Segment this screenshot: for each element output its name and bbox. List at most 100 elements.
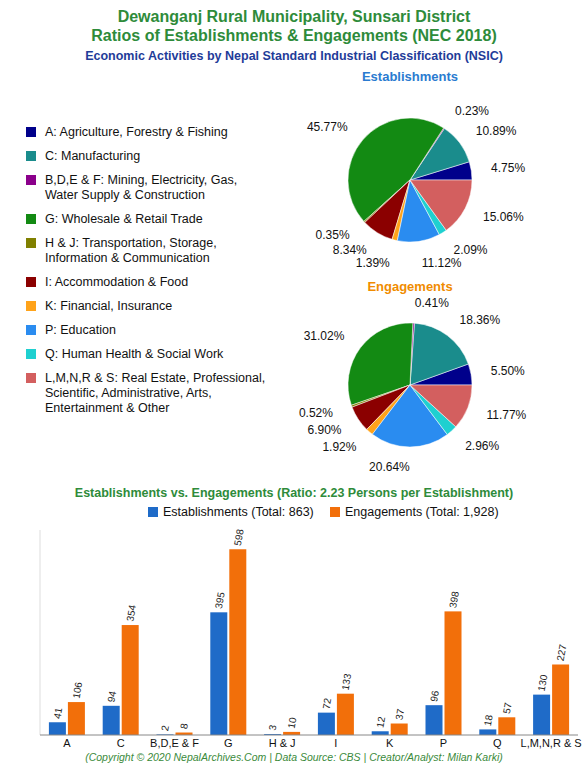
- x-axis-line: [40, 735, 578, 736]
- x-tick-label: H & J: [269, 737, 296, 749]
- legend-label: G: Wholesale & Retail Trade: [45, 212, 203, 226]
- legend-label-line: P: Education: [45, 323, 116, 337]
- legend: A: Agriculture, Forestry & Fishing C: Man…: [26, 125, 265, 415]
- chart-canvas: Dewanganj Rural Municipality, Sunsari Di…: [0, 0, 588, 768]
- data-label: 106: [71, 681, 85, 700]
- legend-swatch: [26, 277, 36, 287]
- legend-swatch: [26, 325, 36, 335]
- pie: Engagements: [348, 279, 472, 447]
- data-label: 0.23%: [455, 104, 489, 118]
- legend-label-line: K: Financial, Insurance: [45, 299, 172, 313]
- legend-label-line: Q: Human Health & Social Work: [45, 347, 224, 361]
- data-label: 0.41%: [415, 296, 449, 310]
- legend-label: C: Manufacturing: [45, 149, 140, 163]
- legend-label: K: Financial, Insurance: [45, 299, 172, 313]
- x-tick-label: A: [63, 737, 71, 749]
- bar: [533, 695, 550, 735]
- x-tick-label: Q: [493, 737, 502, 749]
- data-label: 0.35%: [316, 228, 350, 242]
- x-tick-label: C: [117, 737, 125, 749]
- data-label: 3: [267, 724, 279, 732]
- legend-label: H & J: Transportation, Storage,Informati…: [45, 236, 217, 265]
- x-tick-label: B,D,E & F: [150, 737, 199, 749]
- data-label: 11.12%: [422, 256, 462, 270]
- pie-title: Engagements: [367, 279, 452, 294]
- title: Dewanganj Rural Municipality, Sunsari Di…: [118, 8, 471, 25]
- x-tick-label: L,M,N,R & S: [521, 737, 582, 749]
- legend-label-line: Information & Communication: [45, 251, 210, 265]
- data-label: 31.02%: [304, 329, 345, 343]
- subtitle: Economic Activities by Nepal Standard In…: [85, 49, 503, 63]
- pie-slice: [410, 180, 472, 230]
- data-label: 5.50%: [491, 364, 525, 378]
- data-label: 10: [286, 716, 299, 729]
- data-label: 18.36%: [460, 313, 501, 327]
- data-label: 37: [393, 708, 406, 721]
- legend-swatch: [26, 349, 36, 359]
- bar: [498, 717, 515, 735]
- legend-label: Q: Human Health & Social Work: [45, 347, 224, 361]
- bar: [122, 625, 139, 735]
- data-label: 12: [374, 715, 387, 728]
- data-label: 398: [447, 590, 461, 609]
- legend-swatch: [26, 151, 36, 161]
- data-label: 20.64%: [369, 460, 410, 474]
- legend-label-line: H & J: Transportation, Storage,: [45, 236, 217, 250]
- data-label: 2: [159, 724, 171, 732]
- bar: [68, 702, 85, 735]
- data-label: 41: [52, 706, 65, 719]
- bar: [372, 731, 389, 735]
- legend-label-line: Water Supply & Construction: [45, 188, 205, 202]
- legend-label-line: Entertainment & Other: [45, 401, 169, 415]
- data-label: 96: [428, 689, 441, 702]
- data-label: 18: [482, 713, 495, 726]
- data-label: 8: [178, 722, 190, 730]
- data-label: 133: [340, 672, 354, 691]
- data-label: 72: [321, 697, 334, 710]
- bar: [103, 706, 120, 735]
- data-label: 1.92%: [322, 440, 356, 454]
- data-label: 10.89%: [476, 124, 517, 138]
- bar: [426, 705, 443, 735]
- data-label: 130: [536, 673, 550, 692]
- legend-swatch: [26, 214, 36, 224]
- x-tick-label: K: [386, 737, 394, 749]
- legend-swatch: [26, 301, 36, 311]
- data-label: 94: [105, 690, 118, 703]
- legend-label-line: C: Manufacturing: [45, 149, 140, 163]
- pie-title: Establishments: [362, 69, 458, 84]
- bar: [479, 729, 496, 735]
- data-label: 45.77%: [307, 120, 348, 134]
- bar-chart: Establishments vs. Engagements (Ratio: 2…: [40, 486, 582, 749]
- legend-label-line: Scientific, Administrative, Arts,: [45, 386, 212, 400]
- bar: [337, 694, 354, 735]
- data-label: 11.77%: [486, 408, 526, 422]
- data-label: 2.96%: [465, 439, 499, 453]
- y-axis-line: [40, 530, 41, 735]
- chart-title: Establishments vs. Engagements (Ratio: 2…: [75, 486, 513, 500]
- legend-swatch: [26, 373, 36, 383]
- data-label: 598: [232, 528, 246, 547]
- legend-label-line: A: Agriculture, Forestry & Fishing: [45, 125, 228, 139]
- legend-swatch: [26, 175, 36, 185]
- legend-label: B,D,E & F: Mining, Electricity, Gas,Wate…: [45, 173, 237, 202]
- legend-swatch: [26, 127, 36, 137]
- data-label: 395: [213, 591, 227, 610]
- title: Ratios of Establishments & Engagements (…: [91, 27, 496, 44]
- data-label: 4.75%: [491, 161, 525, 175]
- legend-swatch: [330, 507, 340, 517]
- data-label: 15.06%: [483, 210, 524, 224]
- legend-label-line: B,D,E & F: Mining, Electricity, Gas,: [45, 173, 237, 187]
- legend-swatch: [26, 238, 36, 248]
- legend-label: A: Agriculture, Forestry & Fishing: [45, 125, 228, 139]
- pie-slice: [410, 323, 468, 385]
- pie-slice: [410, 385, 472, 427]
- bars: [49, 549, 569, 735]
- data-label: 2.09%: [453, 243, 487, 257]
- bar: [552, 664, 569, 735]
- bar: [49, 722, 66, 735]
- data-label: 0.52%: [299, 406, 333, 420]
- bar: [391, 724, 408, 735]
- data-label: 57: [501, 701, 514, 714]
- bar: [445, 611, 462, 735]
